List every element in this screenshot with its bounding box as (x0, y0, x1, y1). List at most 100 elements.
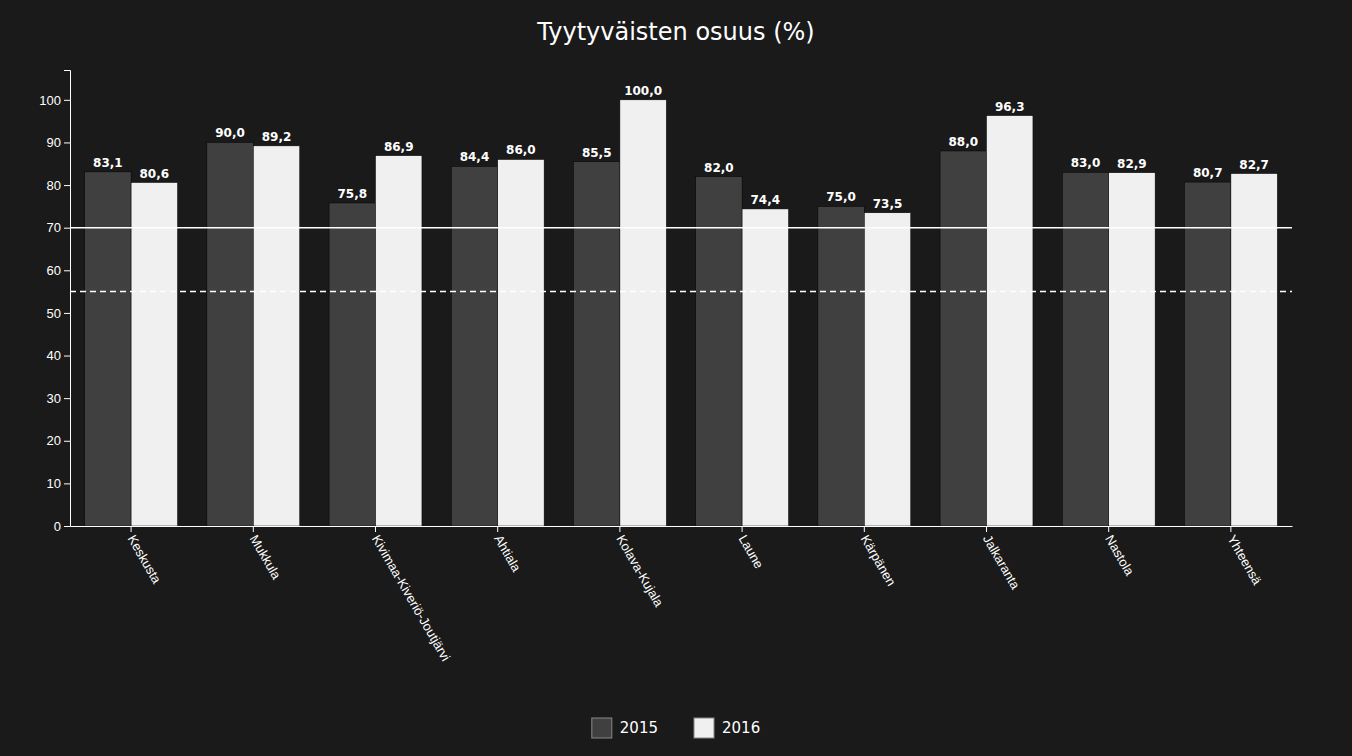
bar (1062, 172, 1108, 526)
tick: Jalkaranta (980, 526, 1023, 592)
legend-label: 2015 (620, 719, 658, 737)
plot: 83,1 90,0 75,8 84,4 85,5 82,0 75,0 88,0 83,0 80,7… (39, 71, 1292, 664)
tick: 10 (47, 476, 70, 491)
tick-label: Kolava-Kujala (613, 532, 666, 610)
bar (940, 151, 986, 526)
tick-mark (64, 356, 70, 357)
bar (451, 166, 497, 526)
bar (987, 116, 1033, 526)
tick: 70 (47, 220, 70, 235)
tick: 60 (47, 263, 70, 278)
tick-label: Mukkula (247, 532, 285, 582)
bar-series (131, 100, 1277, 526)
tick-label: 40 (47, 348, 61, 363)
bar (573, 162, 619, 526)
tick: Nastola (1102, 526, 1137, 579)
tick-mark (375, 526, 376, 532)
tick: Mukkula (247, 526, 285, 582)
bar (742, 209, 788, 526)
marks (70, 100, 1292, 526)
tick: 20 (47, 433, 70, 448)
tick: Yhteensä (1224, 526, 1265, 588)
bar (1231, 174, 1277, 526)
legend: 2015 2016 (592, 718, 760, 738)
tick: 80 (47, 178, 70, 193)
tick-mark (64, 142, 70, 143)
data-label: 80,7 (1193, 166, 1223, 180)
data-label: 83,1 (93, 156, 123, 170)
tick-mark (64, 228, 70, 229)
tick-label: 70 (47, 220, 61, 235)
tick: 40 (47, 348, 70, 363)
tick: Kivimaa-Kiveriö-Joutjärvi (369, 526, 454, 664)
legend-label: 2016 (722, 719, 760, 737)
data-labels: 83,1 90,0 75,8 84,4 85,5 82,0 75,0 88,0 83,0 80,7… (93, 84, 1269, 211)
tick: 50 (47, 306, 70, 321)
tick-mark (131, 526, 132, 532)
tick-label: 20 (47, 433, 61, 448)
legend-swatch (592, 718, 612, 738)
data-label: 100,0 (624, 84, 662, 98)
data-label: 75,0 (826, 190, 856, 204)
data-label: 90,0 (215, 126, 245, 140)
tick-label: 90 (47, 135, 61, 150)
tick-label: 30 (47, 391, 61, 406)
data-label: 82,9 (1117, 157, 1147, 171)
bar (1184, 182, 1230, 526)
bar (85, 172, 131, 526)
bar (1109, 173, 1155, 526)
tick-mark (497, 526, 498, 532)
legend-item: 2016 (694, 718, 760, 738)
bar (207, 142, 253, 526)
data-label: 84,4 (460, 150, 490, 164)
data-label: 82,7 (1239, 158, 1269, 172)
tick-mark (64, 185, 70, 186)
title: Tyytyväisten osuus (%) (536, 18, 814, 46)
tick: Kolava-Kujala (613, 526, 666, 610)
tick: 100 (39, 92, 70, 107)
data-label: 74,4 (751, 193, 781, 207)
data-label: 75,8 (337, 187, 367, 201)
tick-label: Laune (736, 532, 767, 571)
tick-mark (64, 441, 70, 442)
bar (376, 156, 422, 526)
data-label: 73,5 (873, 197, 903, 211)
background (0, 0, 1352, 756)
tick-mark (864, 526, 865, 532)
tick-label: 60 (47, 263, 61, 278)
y-axis: 0 10 20 30 40 50 60 70 80 90 100 (39, 71, 70, 534)
tick-label: 0 (54, 519, 61, 534)
tick-label: 10 (47, 476, 61, 491)
data-label: 82,0 (704, 161, 734, 175)
tick-label: Yhteensä (1224, 532, 1265, 588)
data-label: 86,9 (384, 140, 414, 154)
chart: 83,1 90,0 75,8 84,4 85,5 82,0 75,0 88,0 83,0 80,7… (0, 0, 1352, 756)
tick-mark (619, 526, 620, 532)
bar (696, 177, 742, 526)
data-label: 83,0 (1071, 156, 1101, 170)
data-label: 86,0 (506, 143, 536, 157)
data-label: 96,3 (995, 100, 1025, 114)
tick-mark (253, 526, 254, 532)
bar (253, 146, 299, 526)
tick-label: 100 (39, 92, 61, 107)
data-label: 85,5 (582, 146, 612, 160)
tick: Ahtiala (491, 526, 524, 575)
legend-swatch (694, 718, 714, 738)
tick: Keskusta (125, 526, 165, 587)
bar (498, 159, 544, 526)
tick: 30 (47, 391, 70, 406)
bar (131, 183, 177, 526)
data-label: 88,0 (948, 135, 978, 149)
reference-line (70, 227, 1292, 229)
bar (818, 206, 864, 526)
tick-label: 50 (47, 306, 61, 321)
tick: Kärpänen (858, 526, 899, 589)
tick-label: Kivimaa-Kiveriö-Joutjärvi (369, 532, 454, 663)
reference-line (70, 291, 1292, 293)
tick: 90 (47, 135, 70, 150)
tick-mark (986, 526, 987, 532)
tick-label: Ahtiala (491, 532, 524, 575)
tick-mark (64, 100, 70, 101)
bar (329, 203, 375, 526)
